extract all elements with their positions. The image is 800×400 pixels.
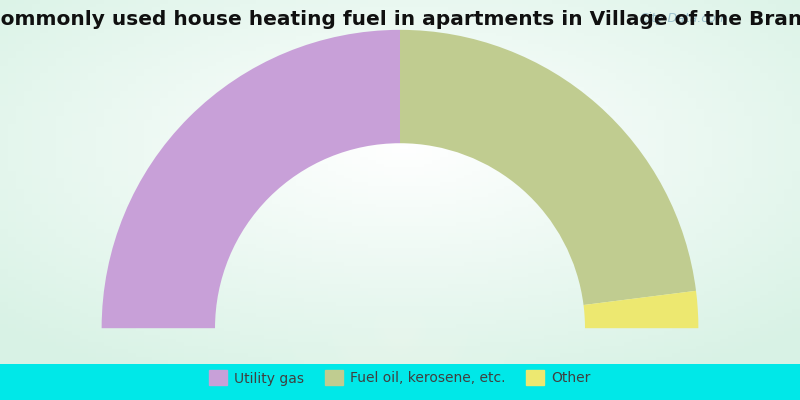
Wedge shape — [400, 30, 696, 305]
Wedge shape — [102, 30, 400, 328]
Text: Most commonly used house heating fuel in apartments in Village of the Branch, NY: Most commonly used house heating fuel in… — [0, 10, 800, 29]
Legend: Utility gas, Fuel oil, kerosene, etc., Other: Utility gas, Fuel oil, kerosene, etc., O… — [204, 365, 596, 391]
Wedge shape — [583, 291, 698, 328]
Text: City-Data.com: City-Data.com — [639, 12, 728, 25]
